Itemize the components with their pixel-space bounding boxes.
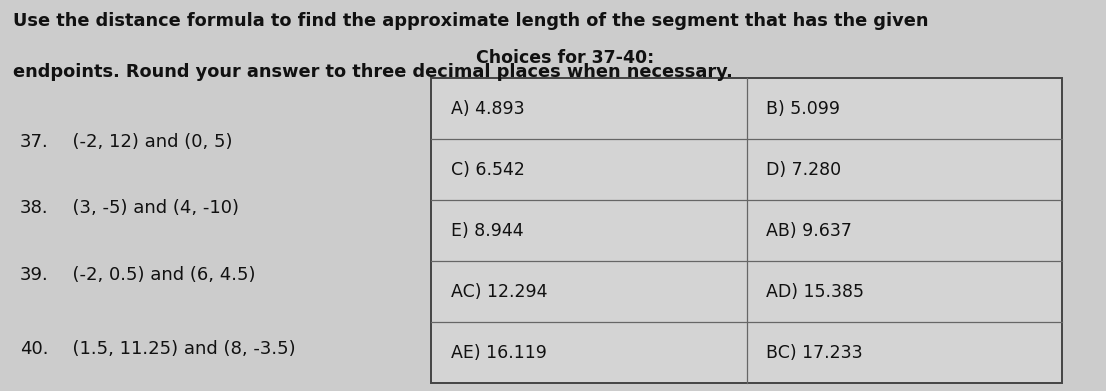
Text: AD) 15.385: AD) 15.385 xyxy=(766,283,865,301)
Text: AC) 12.294: AC) 12.294 xyxy=(451,283,547,301)
Text: 37.: 37. xyxy=(20,133,49,151)
Text: Choices for 37-40:: Choices for 37-40: xyxy=(476,49,654,67)
Text: (3, -5) and (4, -10): (3, -5) and (4, -10) xyxy=(61,199,239,217)
Text: (1.5, 11.25) and (8, -3.5): (1.5, 11.25) and (8, -3.5) xyxy=(61,340,295,358)
Text: 38.: 38. xyxy=(20,199,49,217)
Text: AE) 16.119: AE) 16.119 xyxy=(451,344,547,362)
Text: 40.: 40. xyxy=(20,340,49,358)
Text: (-2, 12) and (0, 5): (-2, 12) and (0, 5) xyxy=(61,133,232,151)
Text: E) 8.944: E) 8.944 xyxy=(451,222,524,240)
Text: D) 7.280: D) 7.280 xyxy=(766,161,842,179)
Bar xyxy=(431,78,1062,383)
Text: 39.: 39. xyxy=(20,266,49,284)
Text: BC) 17.233: BC) 17.233 xyxy=(766,344,863,362)
Text: Use the distance formula to find the approximate length of the segment that has : Use the distance formula to find the app… xyxy=(13,12,929,30)
Text: AB) 9.637: AB) 9.637 xyxy=(766,222,853,240)
Text: B) 5.099: B) 5.099 xyxy=(766,100,841,118)
Text: A) 4.893: A) 4.893 xyxy=(451,100,525,118)
Text: (-2, 0.5) and (6, 4.5): (-2, 0.5) and (6, 4.5) xyxy=(61,266,255,284)
Text: C) 6.542: C) 6.542 xyxy=(451,161,525,179)
Text: endpoints. Round your answer to three decimal places when necessary.: endpoints. Round your answer to three de… xyxy=(13,63,733,81)
